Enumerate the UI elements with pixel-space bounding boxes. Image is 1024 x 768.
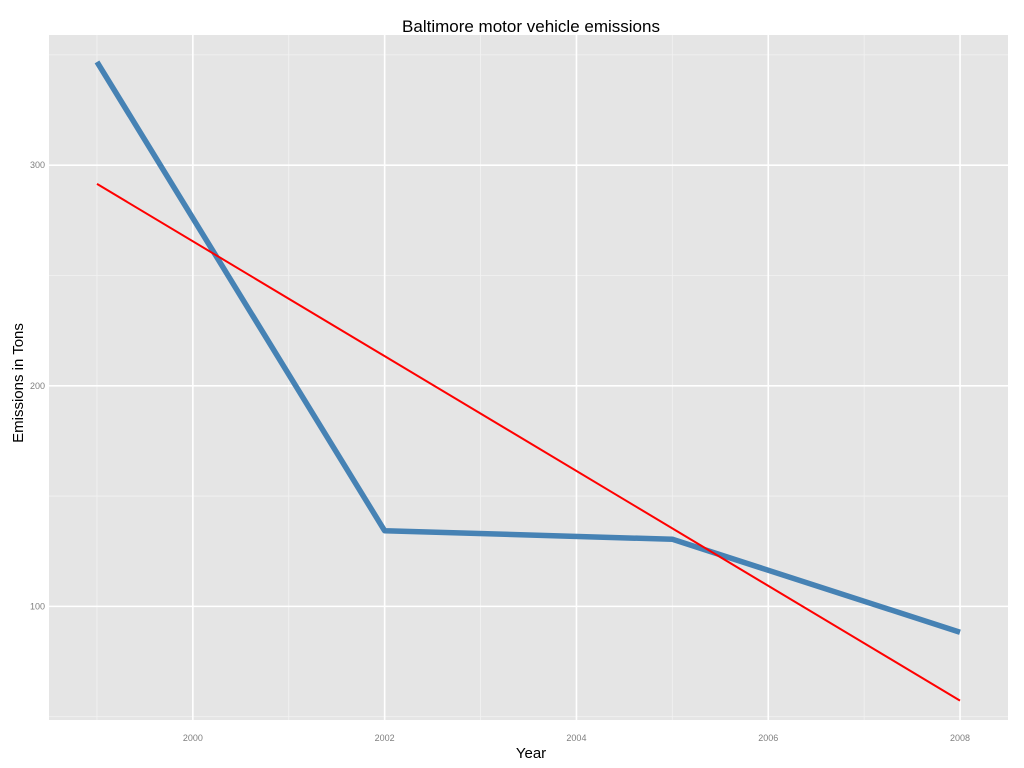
major-gridlines [49, 35, 1008, 720]
x-tick-label: 2000 [183, 733, 203, 743]
series-line-trend [96, 183, 961, 702]
y-tick-label: 200 [30, 381, 45, 391]
y-axis-title: Emissions in Tons [10, 323, 27, 443]
y-tick-labels: 100 200 300 [30, 160, 45, 611]
x-tick-labels: 2000 2002 2004 2006 2008 [183, 733, 970, 743]
series-layer [94, 60, 961, 702]
x-tick-label: 2006 [758, 733, 778, 743]
y-tick-label: 100 [30, 601, 45, 611]
x-tick-label: 2008 [950, 733, 970, 743]
chart-title: Baltimore motor vehicle emissions [402, 17, 660, 36]
series-line-emissions [94, 60, 961, 635]
y-tick-label: 300 [30, 160, 45, 170]
x-tick-label: 2004 [566, 733, 586, 743]
x-axis-title: Year [516, 745, 546, 762]
x-tick-label: 2002 [375, 733, 395, 743]
